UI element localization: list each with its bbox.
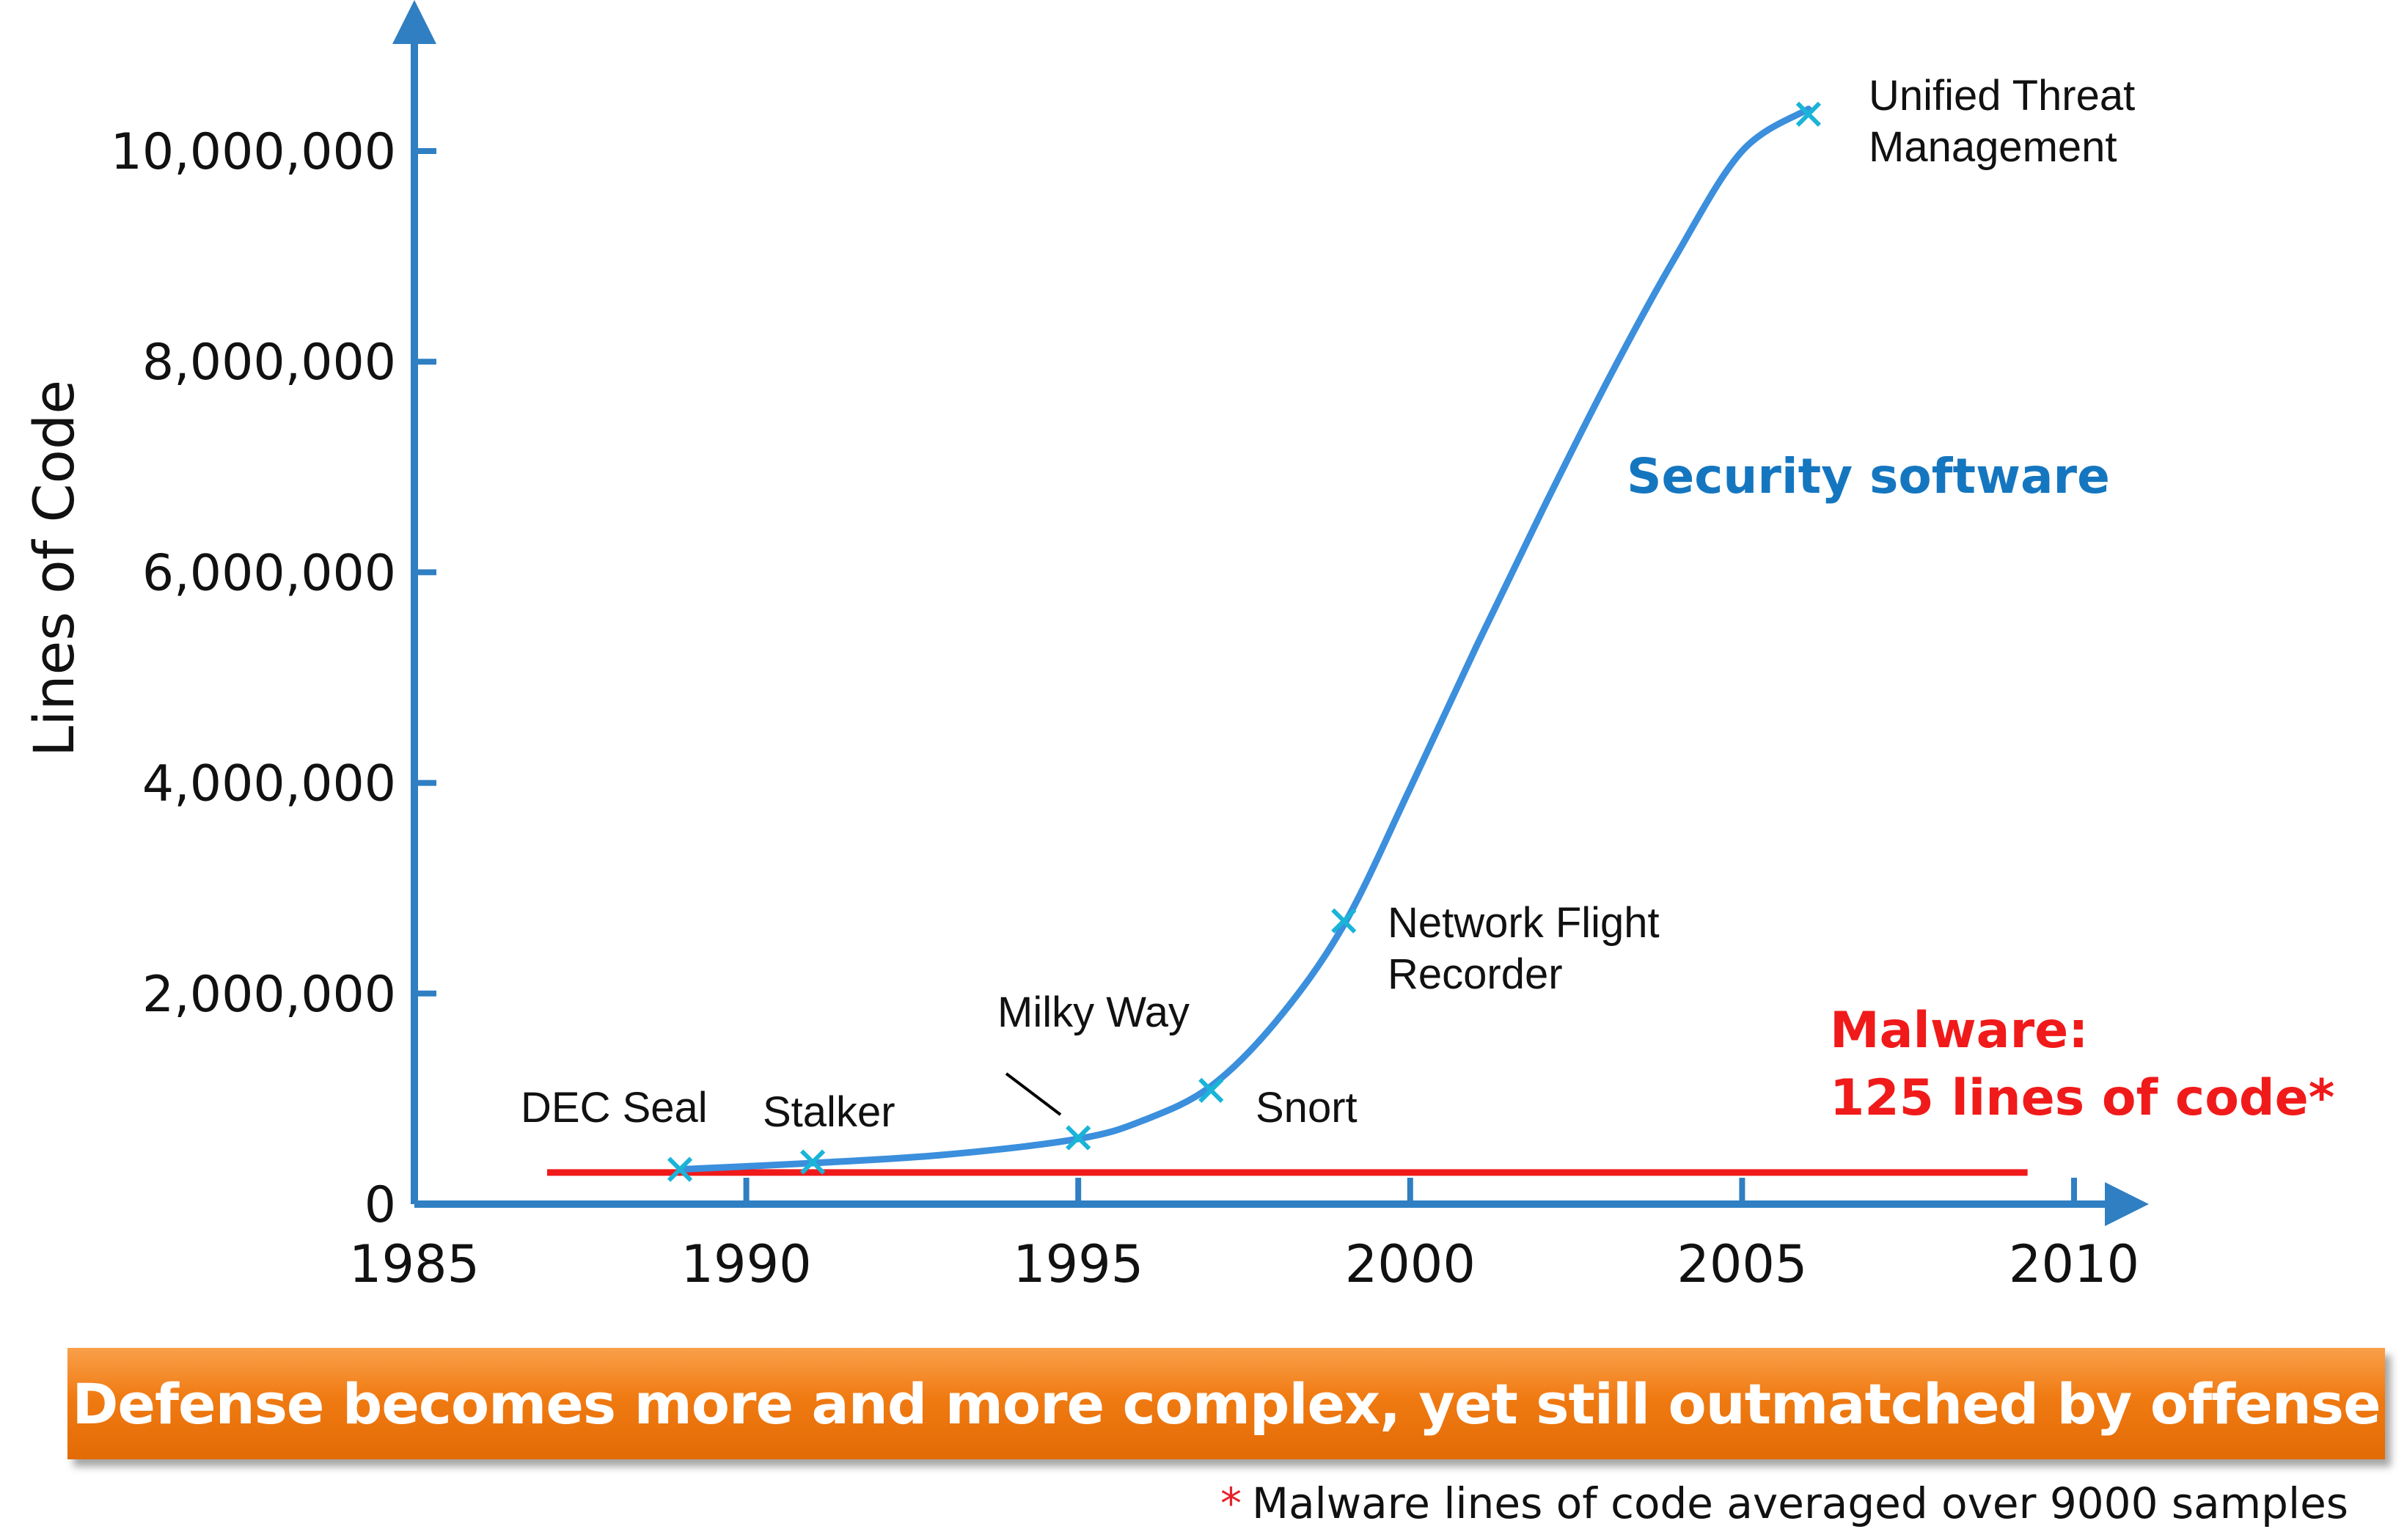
y-tick-label: 0 — [364, 1176, 396, 1234]
x-tick-label: 1990 — [681, 1234, 812, 1294]
lines-of-code-chart: Lines of Code 0 2,000,000 4,000,000 6,000,0… — [21, 0, 2334, 1294]
y-tick-label: 2,000,000 — [142, 966, 396, 1024]
label-unified-threat-management-line2: Management — [1869, 123, 2117, 171]
y-tick-label: 10,000,000 — [111, 123, 396, 181]
footnote-asterisk: * — [1220, 1478, 1242, 1528]
x-tick-label: 1995 — [1013, 1234, 1143, 1294]
footnote: * Malware lines of code averaged over 90… — [1220, 1474, 2348, 1533]
label-network-flight-recorder-line2: Recorder — [1388, 950, 1563, 998]
label-milky-way: Milky Way — [997, 989, 1190, 1036]
conclusion-banner: Defense becomes more and more complex, y… — [67, 1348, 2385, 1459]
conclusion-banner-text: Defense becomes more and more complex, y… — [72, 1371, 2381, 1437]
label-snort: Snort — [1256, 1084, 1358, 1132]
label-network-flight-recorder-line1: Network Flight — [1388, 899, 1660, 947]
label-unified-threat-management-line1: Unified Threat — [1869, 72, 2135, 120]
y-tick-label: 8,000,000 — [142, 334, 396, 392]
x-tick-label: 2005 — [1677, 1234, 1807, 1294]
security-software-series-label: Security software — [1627, 448, 2110, 505]
data-point-marker — [1331, 908, 1357, 934]
x-tick-label: 2010 — [2009, 1234, 2139, 1294]
y-tick-label: 6,000,000 — [142, 544, 396, 602]
y-tick-label: 4,000,000 — [142, 755, 396, 813]
x-tick-label: 2000 — [1345, 1234, 1476, 1294]
footnote-text: Malware lines of code averaged over 9000… — [1252, 1478, 2348, 1528]
label-dec-seal: DEC Seal — [521, 1084, 708, 1132]
data-point-marker — [1795, 101, 1822, 127]
milky-way-leader-line — [1005, 1072, 1062, 1116]
malware-series-label-line2: 125 lines of code* — [1830, 1069, 2334, 1127]
security-software-series-line — [676, 106, 1812, 1173]
x-tick-label: 1985 — [349, 1234, 480, 1294]
malware-series-label-line1: Malware: — [1830, 1002, 2088, 1060]
label-stalker: Stalker — [763, 1088, 895, 1136]
data-point-marker — [1066, 1125, 1091, 1151]
data-point-marker — [1198, 1077, 1224, 1104]
data-point-marker — [799, 1149, 826, 1175]
y-axis-label: Lines of Code — [21, 380, 87, 757]
data-point-marker — [667, 1156, 693, 1182]
